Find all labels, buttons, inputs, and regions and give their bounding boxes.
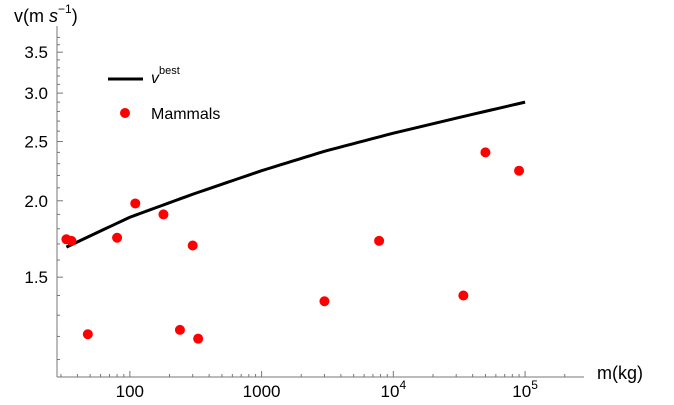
y-tick-label: 2.0 bbox=[24, 192, 48, 211]
legend-point-swatch bbox=[120, 108, 130, 118]
mammal-data-point bbox=[112, 232, 123, 243]
axis-ticks: 100 1000 104 105 1.5 2.0 2.5 3.0 3.5 bbox=[24, 36, 566, 401]
best-fit-line-layer bbox=[65, 100, 526, 249]
x-tick-label: 1000 bbox=[243, 382, 281, 400]
mammal-data-point bbox=[480, 147, 491, 158]
y-tick-label: 3.5 bbox=[24, 43, 48, 62]
mammal-data-point bbox=[319, 296, 330, 307]
x-tick-label: 100 bbox=[116, 382, 144, 400]
legend-label-vbest: vbest bbox=[151, 65, 180, 87]
mammal-points-layer bbox=[61, 147, 525, 344]
y-tick-label: 2.5 bbox=[24, 133, 48, 152]
mammal-data-point bbox=[458, 290, 469, 301]
legend: vbest Mammals bbox=[108, 65, 220, 123]
mammal-data-point bbox=[130, 198, 141, 209]
mammal-data-point bbox=[187, 240, 198, 251]
mammal-data-point bbox=[174, 324, 185, 335]
legend-label-mammals: Mammals bbox=[151, 106, 220, 123]
axis-titles: v(m s−1) m(kg) bbox=[14, 2, 643, 383]
mammal-data-point bbox=[82, 329, 93, 340]
mammal-data-point bbox=[66, 235, 77, 246]
x-tick-label: 105 bbox=[512, 378, 538, 400]
mammal-data-point bbox=[193, 333, 204, 344]
mammal-data-point bbox=[514, 165, 525, 176]
mammal-data-point bbox=[158, 209, 169, 220]
mammal-data-point bbox=[374, 235, 385, 246]
y-axis-title: v(m s−1) bbox=[14, 2, 78, 26]
x-tick-label: 104 bbox=[381, 378, 407, 400]
best-fit-line bbox=[65, 100, 526, 249]
y-tick-label: 3.0 bbox=[24, 84, 48, 103]
x-axis-title: m(kg) bbox=[597, 363, 643, 383]
y-tick-label: 1.5 bbox=[24, 268, 48, 287]
